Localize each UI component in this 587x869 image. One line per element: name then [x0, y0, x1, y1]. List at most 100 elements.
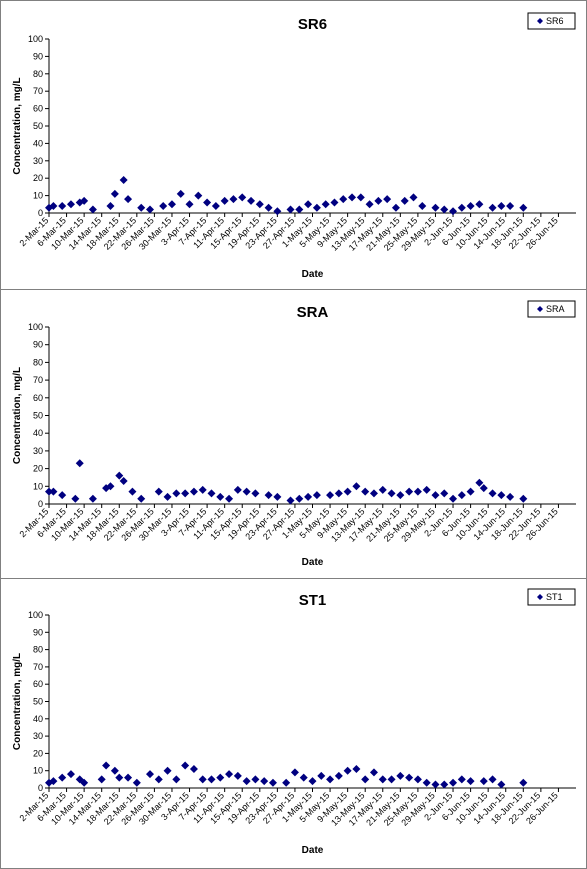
data-point [220, 196, 229, 205]
data-point [198, 485, 207, 494]
data-point [339, 195, 348, 204]
data-point [290, 768, 299, 777]
data-point [185, 200, 194, 209]
data-point [326, 491, 335, 500]
data-point [137, 494, 146, 503]
data-point [66, 770, 75, 779]
data-point [207, 489, 216, 498]
data-point [317, 771, 326, 780]
chart-svg-sra: SRA01020304050607080901002-Mar-156-Mar-1… [12, 300, 576, 568]
data-point [440, 205, 449, 214]
y-tick-label: 20 [33, 748, 43, 758]
data-point [488, 775, 497, 784]
y-tick-label: 40 [33, 428, 43, 438]
data-point [233, 771, 242, 780]
data-point [124, 773, 133, 782]
data-point [374, 196, 383, 205]
data-point [405, 773, 414, 782]
data-point [440, 489, 449, 498]
y-tick-label: 80 [33, 69, 43, 79]
data-point [163, 492, 172, 501]
data-point [466, 777, 475, 786]
data-point [361, 487, 370, 496]
data-point [58, 773, 67, 782]
data-point [413, 775, 422, 784]
legend-label: ST1 [546, 592, 563, 602]
y-tick-label: 0 [38, 499, 43, 509]
data-point [181, 761, 190, 770]
data-point [207, 775, 216, 784]
data-point [181, 489, 190, 498]
data-point [506, 202, 515, 211]
data-point [163, 766, 172, 775]
data-point [97, 775, 106, 784]
data-point [378, 485, 387, 494]
y-tick-label: 10 [33, 766, 43, 776]
chart-title: SR6 [298, 16, 327, 33]
data-point [264, 203, 273, 212]
data-point [299, 773, 308, 782]
data-point [295, 494, 304, 503]
x-axis-label: Date [302, 269, 324, 280]
data-point [58, 491, 67, 500]
data-point [356, 193, 365, 202]
data-point [132, 778, 141, 787]
y-tick-label: 50 [33, 121, 43, 131]
y-tick-label: 60 [33, 393, 43, 403]
data-point [238, 193, 247, 202]
data-point [396, 491, 405, 500]
data-point [295, 205, 304, 214]
chart-title: ST1 [299, 592, 327, 609]
legend-box [527, 300, 576, 318]
data-point [154, 487, 163, 496]
legend: SRA [527, 300, 576, 318]
y-tick-label: 10 [33, 481, 43, 491]
data-point [286, 205, 295, 214]
data-point [242, 487, 251, 496]
chart-svg-sr6: SR601020304050607080901002-Mar-156-Mar-1… [12, 12, 576, 280]
data-point [189, 487, 198, 496]
data-point [488, 489, 497, 498]
legend-box [527, 12, 576, 30]
data-point [225, 494, 234, 503]
data-point [409, 193, 418, 202]
data-point [264, 491, 273, 500]
data-point [396, 771, 405, 780]
data-point [387, 489, 396, 498]
data-point [260, 777, 269, 786]
data-point [247, 196, 256, 205]
data-point [348, 193, 357, 202]
data-point [361, 775, 370, 784]
data-point [282, 778, 291, 787]
data-point [167, 200, 176, 209]
data-point [475, 478, 484, 487]
data-point [383, 195, 392, 204]
data-point [519, 778, 528, 787]
data-point [352, 482, 361, 491]
chart-panel-sr6: SR6 0 10 20 30 40 50 60 70 80 90 100 2-Mar-15 6-Mar-1… [0, 0, 587, 290]
data-point [343, 487, 352, 496]
data-point [308, 777, 317, 786]
y-tick-label: 70 [33, 86, 43, 96]
data-point [519, 203, 528, 212]
chart-title: SRA [297, 304, 329, 321]
data-point [422, 485, 431, 494]
data-point [413, 487, 422, 496]
data-point [115, 773, 124, 782]
data-point [457, 775, 466, 784]
data-point [45, 487, 53, 496]
data-point [326, 775, 335, 784]
data-point [88, 494, 97, 503]
data-point [312, 491, 321, 500]
data-point [449, 778, 458, 787]
data-point [172, 489, 181, 498]
y-tick-label: 30 [33, 156, 43, 166]
data-point [391, 203, 400, 212]
data-point [172, 775, 181, 784]
legend: SR6 [527, 12, 576, 30]
data-point [268, 778, 277, 787]
data-point [488, 203, 497, 212]
data-point [497, 491, 506, 500]
legend-box [527, 588, 576, 606]
data-point [49, 202, 58, 211]
